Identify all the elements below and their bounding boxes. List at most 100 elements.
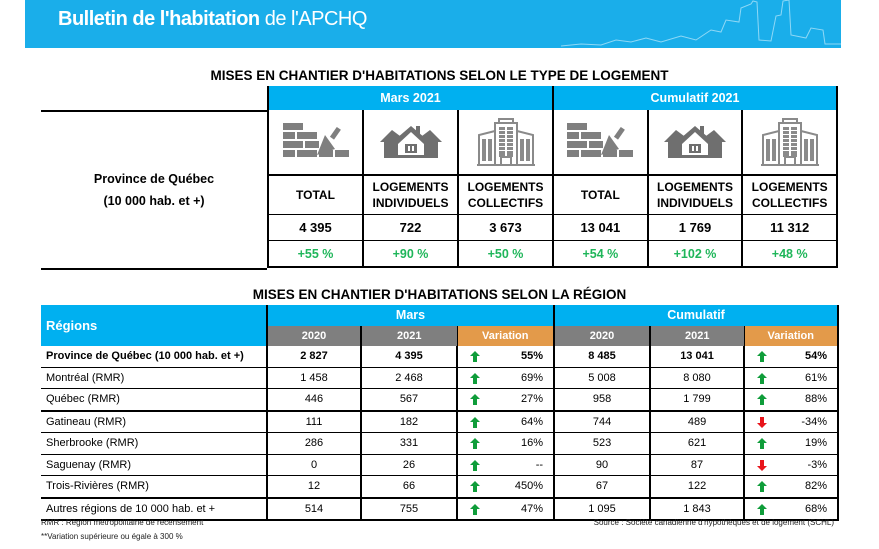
mars-variation: 69% xyxy=(455,367,556,389)
arrow-up-icon xyxy=(470,481,480,492)
arrow-up-icon xyxy=(757,481,768,492)
region-name: Province de Québec (10 000 hab. et +) xyxy=(41,346,267,368)
variation-text: 19% xyxy=(805,437,828,450)
cumul-2020-value: 90 xyxy=(554,454,651,476)
cumul-variation: 88% xyxy=(743,388,840,412)
table-row: Province de Québec (10 000 hab. et +) 2 … xyxy=(41,346,840,368)
mars-2020-value: 111 xyxy=(266,410,361,433)
mars-2021-value: 331 xyxy=(360,432,457,455)
col-value: 11 312 xyxy=(743,215,837,241)
cumul-variation: 68% xyxy=(743,497,840,521)
table-row: Trois-Rivières (RMR) 12 66 450% 67 122 8… xyxy=(41,475,840,499)
col-value: 13 041 xyxy=(554,215,647,241)
region-name: Saguenay (RMR) xyxy=(41,454,267,476)
footnote-rmr: RMR : Région métropolitaine de recenseme… xyxy=(41,518,204,527)
group-cumulatif-2021: Cumulatif 2021 TOTAL 13 041 +54 % LOGEME… xyxy=(552,86,838,268)
col-variation: +102 % xyxy=(673,246,717,261)
col-mars-variation: Variation xyxy=(456,325,556,346)
cumul-2021-value: 1 843 xyxy=(649,497,745,521)
mars-2020-value: 2 827 xyxy=(266,346,361,368)
label-line1: LOGEMENTS xyxy=(657,180,734,194)
cumul-variation: -34% xyxy=(743,410,840,433)
cumul-variation: -3% xyxy=(743,454,840,476)
mars-2021-value: 2 468 xyxy=(360,367,457,389)
col-cumul-2020: 2020 xyxy=(554,325,651,346)
section-title-region: MISES EN CHANTIER D'HABITATIONS SELON LA… xyxy=(252,287,627,302)
label-line1: LOGEMENTS xyxy=(751,180,828,194)
col-total: TOTAL 4 395 +55 % xyxy=(269,110,362,266)
col-individuels: LOGEMENTS INDIVIDUELS 722 +90 % xyxy=(362,110,457,266)
housing-type-table: Province de Québec (10 000 hab. et +) Ma… xyxy=(41,86,838,270)
cumul-2020-value: 1 095 xyxy=(554,497,651,521)
cumul-variation: 54% xyxy=(743,346,840,368)
table-row: Québec (RMR) 446 567 27% 958 1 799 88% xyxy=(41,388,840,412)
arrow-up-icon xyxy=(470,503,480,515)
mars-variation: 450% xyxy=(455,475,556,499)
apartment-buildings-icon xyxy=(459,110,552,176)
col-mars-2021: 2021 xyxy=(360,325,457,346)
arrow-up-icon xyxy=(757,372,768,384)
arrow-up-icon xyxy=(470,394,480,405)
cumul-2020-value: 8 485 xyxy=(554,346,651,368)
mars-2020-value: 446 xyxy=(266,388,361,412)
mars-2021-value: 66 xyxy=(360,475,457,499)
label-line1: LOGEMENTS xyxy=(372,180,449,194)
arrow-up-icon xyxy=(757,503,768,515)
cumul-2020-value: 5 008 xyxy=(554,367,651,389)
arrow-up-icon xyxy=(757,351,768,362)
variation-text: 61% xyxy=(805,371,828,384)
province-label-line2: (10 000 hab. et +) xyxy=(103,194,205,208)
cumul-2021-value: 8 080 xyxy=(649,367,745,389)
variation-text: 55% xyxy=(520,350,544,363)
group-header: Cumulatif 2021 xyxy=(554,86,836,110)
arrow-up-icon xyxy=(470,416,480,428)
variation-text: 69% xyxy=(520,371,544,384)
col-label: TOTAL xyxy=(554,176,647,215)
regions-header: Régions xyxy=(41,305,267,346)
cumul-2021-value: 13 041 xyxy=(649,346,745,368)
variation-text: 64% xyxy=(520,415,544,428)
mars-2021-value: 755 xyxy=(360,497,457,521)
apartment-buildings-icon xyxy=(743,110,837,176)
variation-text: -- xyxy=(535,458,544,471)
group-mars-2021: Mars 2021 TOTAL 4 395 +55 % LOGEMENTS IND… xyxy=(267,86,554,268)
cumul-2021-value: 1 799 xyxy=(649,388,745,412)
mars-2021-value: 182 xyxy=(360,410,457,433)
cumul-2021-value: 621 xyxy=(649,432,745,455)
variation-text: 68% xyxy=(805,502,828,515)
label-line2: COLLECTIFS xyxy=(752,196,828,210)
variation-text: 27% xyxy=(520,393,544,406)
col-variation: +55 % xyxy=(297,246,334,261)
group-mars-header: Mars xyxy=(265,305,556,326)
col-variation: +48 % xyxy=(771,246,808,261)
cumul-2021-value: 489 xyxy=(649,410,745,433)
footnote-source: Source : Société canadienne d'hypothèque… xyxy=(593,518,834,527)
region-name: Trois-Rivières (RMR) xyxy=(41,475,267,499)
header-banner: Bulletin de l'habitation de l'APCHQ xyxy=(25,0,841,48)
arrow-up-icon xyxy=(470,372,480,384)
variation-text: 16% xyxy=(520,437,544,450)
bulletin-title: Bulletin de l'habitation de l'APCHQ xyxy=(58,8,367,31)
footnote-variation: **Variation supérieure ou égale à 300 % xyxy=(41,532,183,541)
arrow-up-icon xyxy=(470,459,480,471)
mars-2020-value: 1 458 xyxy=(266,367,361,389)
province-label-line1: Province de Québec xyxy=(93,172,215,186)
arrow-down-icon xyxy=(757,416,768,428)
city-skyline-icon xyxy=(561,0,841,47)
mars-2020-value: 514 xyxy=(266,497,361,521)
label-line2: INDIVIDUELS xyxy=(657,196,734,210)
col-value: 722 xyxy=(364,215,457,241)
table-row: Saguenay (RMR) 0 26 -- 90 87 -3% xyxy=(41,454,840,476)
variation-text: 54% xyxy=(805,350,828,363)
mars-2020-value: 12 xyxy=(266,475,361,499)
brick-wall-trowel-icon xyxy=(269,110,362,176)
divider xyxy=(41,110,269,112)
variation-text: 450% xyxy=(514,480,544,493)
arrow-down-icon xyxy=(757,459,768,471)
arrow-up-icon xyxy=(757,438,768,449)
col-cumul-variation: Variation xyxy=(743,325,840,346)
col-collectifs: LOGEMENTS COLLECTIFS 11 312 +48 % xyxy=(741,110,837,266)
variation-text: 82% xyxy=(805,480,828,493)
houses-icon xyxy=(364,110,457,176)
col-cumul-2021: 2021 xyxy=(649,325,745,346)
